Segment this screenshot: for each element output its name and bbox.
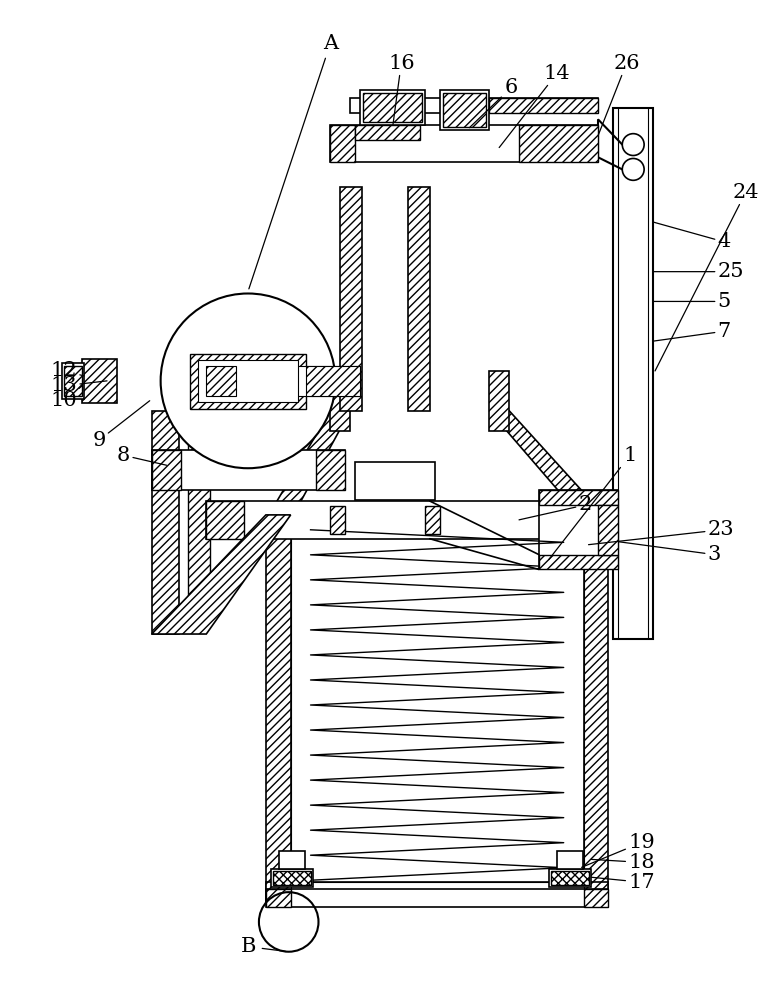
Text: 10: 10	[50, 386, 82, 410]
Bar	[355, 462, 435, 500]
Text: 25: 25	[653, 262, 744, 281]
Text: 19: 19	[581, 833, 655, 867]
Text: 16: 16	[388, 54, 415, 125]
Bar	[266, 882, 608, 902]
Polygon shape	[266, 411, 350, 520]
Bar	[271, 869, 312, 887]
Bar	[305, 366, 360, 396]
Bar	[360, 90, 425, 125]
Text: 2: 2	[519, 495, 592, 520]
Text: B: B	[241, 937, 286, 956]
Bar	[340, 187, 362, 411]
Bar	[598, 505, 618, 555]
Circle shape	[622, 134, 644, 156]
Bar	[207, 366, 236, 396]
Bar	[439, 90, 490, 130]
Bar	[557, 851, 583, 869]
Bar	[266, 889, 291, 907]
Bar	[82, 359, 117, 403]
Bar	[355, 125, 419, 140]
Circle shape	[622, 158, 644, 180]
Bar	[425, 506, 439, 534]
Bar	[188, 435, 210, 609]
Bar	[490, 98, 598, 113]
Bar	[207, 366, 360, 396]
Bar	[576, 501, 614, 539]
Polygon shape	[152, 515, 291, 634]
Text: 5: 5	[653, 292, 731, 311]
Bar	[331, 506, 345, 534]
Bar	[614, 108, 653, 639]
Text: 12: 12	[50, 361, 84, 380]
Bar	[315, 450, 345, 490]
Bar	[266, 889, 608, 907]
Bar	[539, 490, 618, 569]
Bar	[207, 501, 244, 539]
Bar	[152, 450, 181, 490]
Text: A: A	[249, 34, 338, 289]
Polygon shape	[490, 411, 608, 520]
Circle shape	[160, 293, 335, 468]
Bar	[273, 871, 311, 885]
Bar	[408, 187, 429, 411]
Text: 4: 4	[653, 222, 731, 251]
Bar	[331, 125, 355, 162]
Text: 13: 13	[50, 376, 107, 395]
Bar	[62, 363, 84, 399]
Bar	[152, 450, 345, 490]
Text: 8: 8	[117, 446, 167, 465]
Bar	[64, 366, 82, 396]
Text: 23: 23	[588, 520, 734, 545]
Text: 1: 1	[549, 446, 637, 560]
Bar	[207, 501, 614, 539]
Bar	[152, 411, 180, 634]
Bar	[291, 882, 584, 902]
Text: 6: 6	[470, 78, 517, 128]
Text: 26: 26	[598, 54, 640, 135]
Text: 14: 14	[499, 64, 571, 148]
Bar	[584, 889, 608, 907]
Bar	[539, 555, 618, 569]
Text: 18: 18	[591, 853, 655, 872]
Text: 7: 7	[653, 322, 731, 341]
Bar	[331, 371, 350, 431]
Bar	[279, 851, 305, 869]
Text: 24: 24	[655, 183, 759, 371]
Bar	[266, 520, 291, 902]
Text: 17: 17	[591, 873, 655, 892]
Bar	[363, 93, 422, 122]
Bar	[490, 371, 509, 431]
Bar	[519, 125, 598, 162]
Bar	[584, 520, 608, 902]
Text: 3: 3	[618, 542, 721, 564]
Bar	[331, 125, 598, 162]
Bar	[550, 871, 588, 885]
Bar	[198, 360, 298, 402]
Bar	[443, 93, 487, 127]
Bar	[190, 354, 305, 409]
Bar	[350, 98, 598, 113]
Text: 9: 9	[92, 401, 150, 450]
Bar	[539, 490, 618, 505]
Bar	[549, 869, 591, 887]
